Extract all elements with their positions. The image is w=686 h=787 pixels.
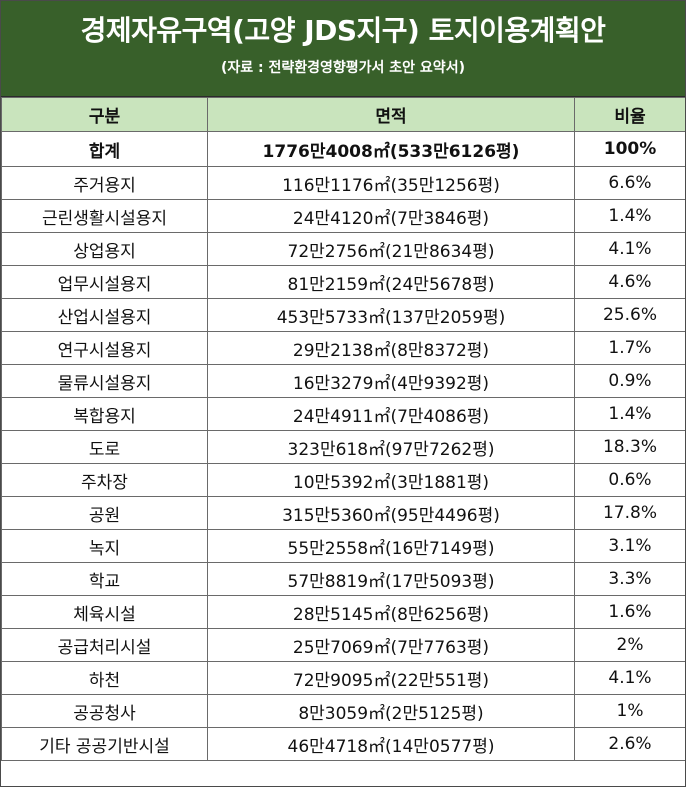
row-area: 24만4911㎡(7만4086평) xyxy=(207,397,575,431)
table-row: 도로 323만618㎡(97만7262평) 18.3% xyxy=(1,430,685,464)
row-area: 24만4120㎡(7만3846평) xyxy=(207,199,575,233)
table-row: 체육시설 28만5145㎡(8만6256평) 1.6% xyxy=(1,595,685,629)
table-row: 복합용지 24만4911㎡(7만4086평) 1.4% xyxy=(1,397,685,431)
row-area: 116만1176㎡(35만1256평) xyxy=(207,166,575,200)
row-ratio: 1.6% xyxy=(574,595,685,629)
row-category: 체육시설 xyxy=(1,595,208,629)
page-title: 경제자유구역(고양 JDS지구) 토지이용계획안 xyxy=(80,14,606,47)
table-row: 근린생활시설용지 24만4120㎡(7만3846평) 1.4% xyxy=(1,199,685,233)
row-area: 55만2558㎡(16만7149평) xyxy=(207,529,575,563)
row-category: 복합용지 xyxy=(1,397,208,431)
row-area: 10만5392㎡(3만1881평) xyxy=(207,463,575,497)
table-row: 산업시설용지 453만5733㎡(137만2059평) 25.6% xyxy=(1,298,685,332)
row-ratio: 1.4% xyxy=(574,199,685,233)
row-category: 근린생활시설용지 xyxy=(1,199,208,233)
column-header-ratio: 비율 xyxy=(574,97,685,132)
table-row: 연구시설용지 29만2138㎡(8만8372평) 1.7% xyxy=(1,331,685,365)
row-category: 연구시설용지 xyxy=(1,331,208,365)
row-category: 상업용지 xyxy=(1,232,208,266)
row-ratio: 1.4% xyxy=(574,397,685,431)
row-category: 학교 xyxy=(1,562,208,596)
row-area: 81만2159㎡(24만5678평) xyxy=(207,265,575,299)
row-ratio: 1.7% xyxy=(574,331,685,365)
table-row: 업무시설용지 81만2159㎡(24만5678평) 4.6% xyxy=(1,265,685,299)
table-row: 녹지 55만2558㎡(16만7149평) 3.1% xyxy=(1,529,685,563)
row-ratio: 3.1% xyxy=(574,529,685,563)
row-category: 물류시설용지 xyxy=(1,364,208,398)
row-ratio: 0.6% xyxy=(574,463,685,497)
table-row: 공원 315만5360㎡(95만4496평) 17.8% xyxy=(1,496,685,530)
table-row: 기타 공공기반시설 46만4718㎡(14만0577평) 2.6% xyxy=(1,727,685,761)
total-area: 1776만4008㎡(533만6126평) xyxy=(207,131,575,167)
row-ratio: 1% xyxy=(574,694,685,728)
row-ratio: 4.1% xyxy=(574,232,685,266)
source-note: (자료 : 전략환경영향평가서 초안 요약서) xyxy=(221,60,465,76)
row-area: 57만8819㎡(17만5093평) xyxy=(207,562,575,596)
row-area: 16만3279㎡(4만9392평) xyxy=(207,364,575,398)
table-row: 주거용지 116만1176㎡(35만1256평) 6.6% xyxy=(1,166,685,200)
row-ratio: 2% xyxy=(574,628,685,662)
table-row: 공급처리시설 25만7069㎡(7만7763평) 2% xyxy=(1,628,685,662)
column-header-area: 면적 xyxy=(207,97,575,132)
row-category: 주차장 xyxy=(1,463,208,497)
row-area: 8만3059㎡(2만5125평) xyxy=(207,694,575,728)
table-row: 하천 72만9095㎡(22만551평) 4.1% xyxy=(1,661,685,695)
table-row: 물류시설용지 16만3279㎡(4만9392평) 0.9% xyxy=(1,364,685,398)
row-category: 공공청사 xyxy=(1,694,208,728)
row-category: 도로 xyxy=(1,430,208,464)
row-area: 315만5360㎡(95만4496평) xyxy=(207,496,575,530)
row-area: 25만7069㎡(7만7763평) xyxy=(207,628,575,662)
row-category: 공급처리시설 xyxy=(1,628,208,662)
land-use-table: 구분 면적 비율 합계 1776만4008㎡(533만6126평) 100% 주… xyxy=(1,97,685,761)
table-row: 상업용지 72만2756㎡(21만8634평) 4.1% xyxy=(1,232,685,266)
row-area: 453만5733㎡(137만2059평) xyxy=(207,298,575,332)
row-ratio: 0.9% xyxy=(574,364,685,398)
row-category: 하천 xyxy=(1,661,208,695)
row-ratio: 4.1% xyxy=(574,661,685,695)
row-category: 주거용지 xyxy=(1,166,208,200)
row-category: 공원 xyxy=(1,496,208,530)
total-row: 합계 1776만4008㎡(533만6126평) 100% xyxy=(1,131,685,167)
table-row: 학교 57만8819㎡(17만5093평) 3.3% xyxy=(1,562,685,596)
column-header-category: 구분 xyxy=(1,97,208,132)
row-area: 323만618㎡(97만7262평) xyxy=(207,430,575,464)
row-ratio: 25.6% xyxy=(574,298,685,332)
table-row: 주차장 10만5392㎡(3만1881평) 0.6% xyxy=(1,463,685,497)
total-ratio: 100% xyxy=(574,131,685,167)
row-area: 29만2138㎡(8만8372평) xyxy=(207,331,575,365)
row-area: 28만5145㎡(8만6256평) xyxy=(207,595,575,629)
total-category: 합계 xyxy=(1,131,208,167)
row-ratio: 4.6% xyxy=(574,265,685,299)
row-ratio: 2.6% xyxy=(574,727,685,761)
row-area: 46만4718㎡(14만0577평) xyxy=(207,727,575,761)
row-area: 72만9095㎡(22만551평) xyxy=(207,661,575,695)
row-ratio: 17.8% xyxy=(574,496,685,530)
row-category: 녹지 xyxy=(1,529,208,563)
row-ratio: 3.3% xyxy=(574,562,685,596)
row-category: 업무시설용지 xyxy=(1,265,208,299)
row-area: 72만2756㎡(21만8634평) xyxy=(207,232,575,266)
row-category: 산업시설용지 xyxy=(1,298,208,332)
row-ratio: 6.6% xyxy=(574,166,685,200)
row-ratio: 18.3% xyxy=(574,430,685,464)
row-category: 기타 공공기반시설 xyxy=(1,727,208,761)
table-row: 공공청사 8만3059㎡(2만5125평) 1% xyxy=(1,694,685,728)
column-header-row: 구분 면적 비율 xyxy=(1,97,685,132)
title-banner: 경제자유구역(고양 JDS지구) 토지이용계획안 (자료 : 전략환경영향평가서… xyxy=(1,1,685,97)
